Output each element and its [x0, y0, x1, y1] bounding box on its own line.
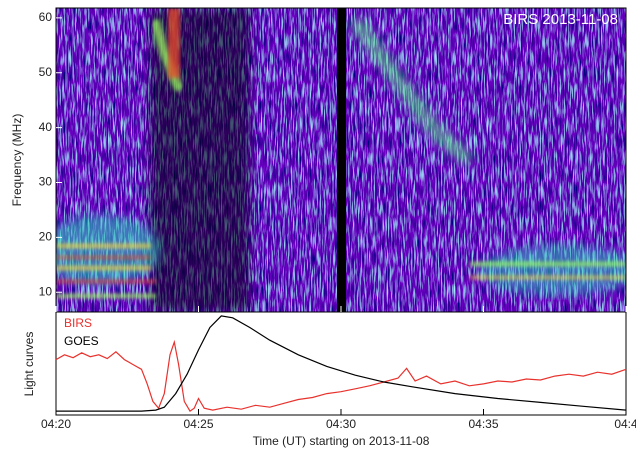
y-tick-label: 30	[39, 175, 53, 189]
spectrogram-image	[40, 8, 636, 312]
y-tick-label: 20	[39, 230, 53, 244]
x-tick-label: 04:35	[468, 417, 498, 431]
lightcurve-frame	[56, 312, 626, 415]
y-tick-label: 50	[39, 65, 53, 79]
chart-title: BIRS 2013-11-08	[503, 11, 618, 28]
page: BIRS 2013-11-08 Frequency (MHz) Light cu…	[0, 0, 636, 459]
y-tick-label: 40	[39, 120, 53, 134]
x-tick-label: 04:30	[326, 417, 356, 431]
y-tick-label: 10	[39, 284, 53, 298]
legend-label: GOES	[64, 334, 99, 348]
y-axis-label: Frequency (MHz)	[10, 114, 24, 207]
chart: BIRS 2013-11-08 Frequency (MHz) Light cu…	[0, 0, 636, 454]
x-tick-label: 04:4	[614, 417, 636, 431]
x-tick-label: 04:25	[183, 417, 213, 431]
x-axis-label: Time (UT) starting on 2013-11-08	[253, 434, 430, 448]
y-axis-label: Light curves	[22, 332, 36, 397]
y-tick-label: 60	[39, 10, 53, 24]
legend-label: BIRS	[64, 316, 92, 330]
x-tick-label: 04:20	[41, 417, 71, 431]
